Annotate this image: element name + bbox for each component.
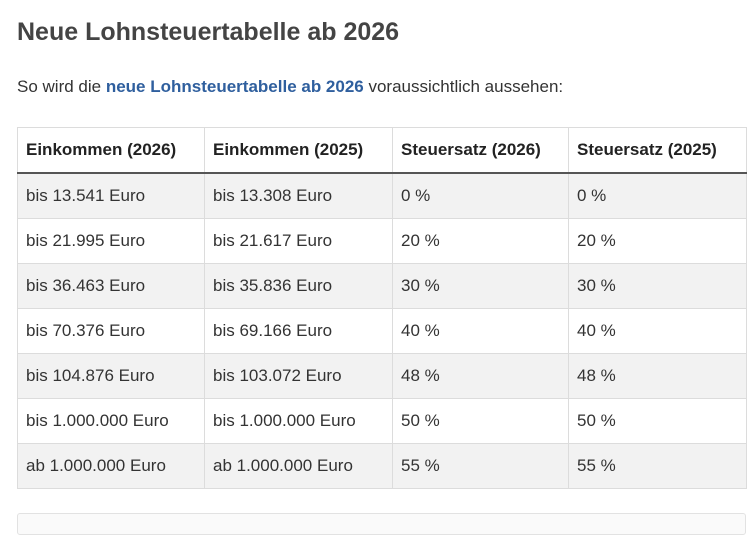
table-row: bis 104.876 Euro bis 103.072 Euro 48 % 4… bbox=[17, 353, 747, 399]
table-cell: 20 % bbox=[392, 218, 569, 264]
table-cell: 0 % bbox=[568, 172, 747, 219]
intro-suffix: voraussichtlich aussehen: bbox=[363, 77, 564, 96]
table-cell: ab 1.000.000 Euro bbox=[17, 443, 205, 489]
table-row: bis 21.995 Euro bis 21.617 Euro 20 % 20 … bbox=[17, 218, 747, 264]
table-row: bis 36.463 Euro bis 35.836 Euro 30 % 30 … bbox=[17, 263, 747, 309]
intro-paragraph: So wird die neue Lohnsteuertabelle ab 20… bbox=[17, 77, 563, 97]
tax-table: Einkommen (2026) Einkommen (2025) Steuer… bbox=[17, 127, 747, 489]
table-cell: bis 70.376 Euro bbox=[17, 308, 205, 354]
table-cell: 20 % bbox=[568, 218, 747, 264]
table-cell: 50 % bbox=[392, 398, 569, 444]
table-cell: bis 36.463 Euro bbox=[17, 263, 205, 309]
table-cell: bis 13.308 Euro bbox=[204, 172, 393, 219]
header-einkommen-2026: Einkommen (2026) bbox=[17, 127, 205, 174]
table-cell: 50 % bbox=[568, 398, 747, 444]
table-cell: 40 % bbox=[568, 308, 747, 354]
table-cell: 40 % bbox=[392, 308, 569, 354]
table-cell: ab 1.000.000 Euro bbox=[204, 443, 393, 489]
table-row: bis 13.541 Euro bis 13.308 Euro 0 % 0 % bbox=[17, 172, 747, 219]
table-cell: 48 % bbox=[392, 353, 569, 399]
table-cell: 30 % bbox=[392, 263, 569, 309]
table-cell: bis 13.541 Euro bbox=[17, 172, 205, 219]
table-cell: 48 % bbox=[568, 353, 747, 399]
table-cell: bis 1.000.000 Euro bbox=[17, 398, 205, 444]
table-cell: 30 % bbox=[568, 263, 747, 309]
next-content-box bbox=[17, 513, 746, 535]
table-cell: bis 35.836 Euro bbox=[204, 263, 393, 309]
table-cell: 55 % bbox=[568, 443, 747, 489]
table-row: bis 1.000.000 Euro bis 1.000.000 Euro 50… bbox=[17, 398, 747, 444]
table-cell: bis 69.166 Euro bbox=[204, 308, 393, 354]
table-cell: bis 104.876 Euro bbox=[17, 353, 205, 399]
header-einkommen-2025: Einkommen (2025) bbox=[204, 127, 393, 174]
header-steuersatz-2026: Steuersatz (2026) bbox=[392, 127, 569, 174]
intro-prefix: So wird die bbox=[17, 77, 106, 96]
lohnsteuertabelle-link[interactable]: neue Lohnsteuertabelle ab 2026 bbox=[105, 77, 364, 96]
table-row: bis 70.376 Euro bis 69.166 Euro 40 % 40 … bbox=[17, 308, 747, 354]
table-cell: bis 1.000.000 Euro bbox=[204, 398, 393, 444]
table-cell: bis 21.995 Euro bbox=[17, 218, 205, 264]
table-cell: 55 % bbox=[392, 443, 569, 489]
table-row: ab 1.000.000 Euro ab 1.000.000 Euro 55 %… bbox=[17, 443, 747, 489]
table-cell: bis 103.072 Euro bbox=[204, 353, 393, 399]
table-cell: 0 % bbox=[392, 172, 569, 219]
table-header-row: Einkommen (2026) Einkommen (2025) Steuer… bbox=[17, 127, 747, 174]
page-title: Neue Lohnsteuertabelle ab 2026 bbox=[17, 18, 400, 46]
table-cell: bis 21.617 Euro bbox=[204, 218, 393, 264]
header-steuersatz-2025: Steuersatz (2025) bbox=[568, 127, 747, 174]
